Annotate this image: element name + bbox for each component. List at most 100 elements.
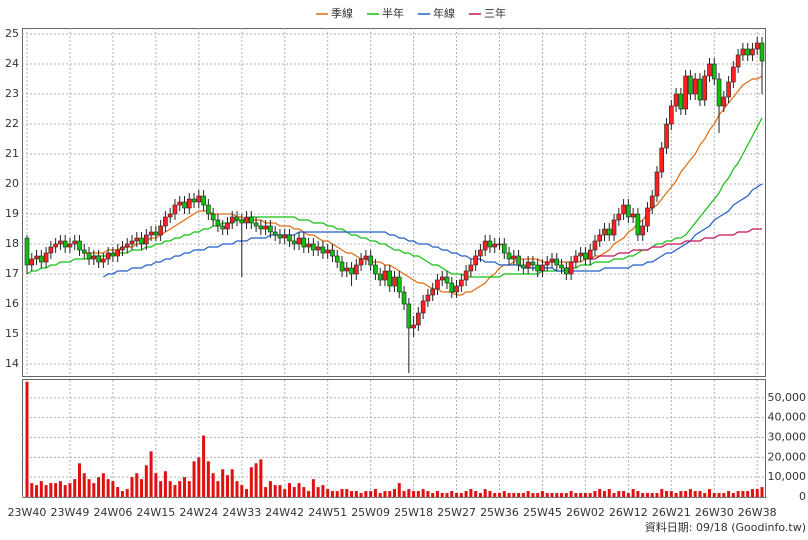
candle-body [525,261,531,269]
volume-bar [335,491,339,497]
candle-body [406,303,412,329]
candle-body [669,105,674,125]
volume-bar [135,473,139,497]
candle-body [497,243,502,246]
volume-bar [292,487,296,497]
volume-bar [35,485,39,497]
volume-bar [612,493,616,497]
x-tick-label: 25W18 [394,506,433,519]
candle-body [430,288,435,296]
candle-body [521,264,526,269]
volume-bar [645,493,649,497]
volume-bar [178,481,182,497]
y-tick-label: 17 [5,267,19,280]
volume-bar [245,489,249,497]
y2-tick-label: 0 [799,490,806,503]
volume-bar [330,491,334,497]
legend-label: 年線 [433,6,455,20]
volume-bar [340,489,344,497]
volume-bar [249,467,253,497]
price-panel-frame [22,28,766,377]
candle-body [301,237,307,248]
x-tick-label: 25W27 [437,506,476,519]
candle-body [263,225,268,230]
volume-bar [92,483,96,497]
volume-bar [307,491,311,497]
candle-body [478,249,483,257]
volume-bar [359,493,363,497]
volume-bar [474,491,478,497]
volume-bar [116,487,120,497]
candle-body [411,324,416,329]
candle-body [105,252,111,260]
candle-body [315,246,321,251]
y2-tick-label: 50,000 [768,391,807,404]
candle-body [754,42,760,50]
candle-body [215,219,221,227]
candle-body [420,300,426,314]
volume-bar [268,481,272,497]
volume-bar [125,489,129,497]
candle-body [444,276,450,284]
candle-body [363,255,369,260]
volume-bar [316,487,320,497]
candle-body [449,282,455,293]
volume-bar [731,493,735,497]
volume-bar [302,487,306,497]
volume-bar [684,491,688,497]
candle-body [459,279,464,287]
candle-body [296,237,302,245]
volume-bar [130,477,134,497]
volume-bar [364,491,368,497]
volume-bar [579,493,583,497]
candle-body [602,228,607,236]
volume-bar [455,493,459,497]
y-tick-label: 20 [5,177,19,190]
volume-bar [445,493,449,497]
candle-body [492,243,498,248]
y2-tick-label: 40,000 [768,411,807,424]
y-tick-label: 19 [5,207,19,220]
volume-bar [746,491,750,497]
volume-bar [603,491,606,497]
candle-body [597,234,603,242]
candle-body [201,195,206,206]
volume-bar [30,483,34,497]
volume-bar [641,493,645,497]
candle-body [148,231,154,236]
volume-bar [412,491,416,497]
volume-bar [459,493,463,497]
candle-body [110,252,116,257]
x-tick-label: 24W06 [93,506,132,519]
volume-bar [144,465,148,497]
volume-bar [512,493,516,497]
volume-bar [502,491,506,497]
volume-bar [378,493,382,497]
x-tick-label: 25W09 [351,506,390,519]
candle-body [659,147,665,173]
x-tick-label: 23W40 [8,506,47,519]
candle-body [707,63,712,77]
candle-body [253,222,259,227]
volume-bar [555,493,559,497]
volume-bar [264,487,268,497]
x-tick-label: 26W30 [695,506,734,519]
candle-body [129,240,135,245]
volume-bar [760,487,764,497]
candle-body [387,270,393,287]
candle-body [153,231,159,236]
candle-body [463,270,469,281]
volume-bar [583,493,587,497]
volume-bar [383,491,387,497]
volume-bar [708,489,711,497]
volume-bar [588,493,592,497]
x-tick-label: 26W21 [652,506,691,519]
candle-body [134,237,140,242]
y-tick-label: 24 [5,57,19,70]
candle-body [330,249,335,257]
volume-bar [669,491,673,497]
candle-body [258,225,264,230]
candle-body [487,240,493,248]
volume-bar [63,485,67,497]
